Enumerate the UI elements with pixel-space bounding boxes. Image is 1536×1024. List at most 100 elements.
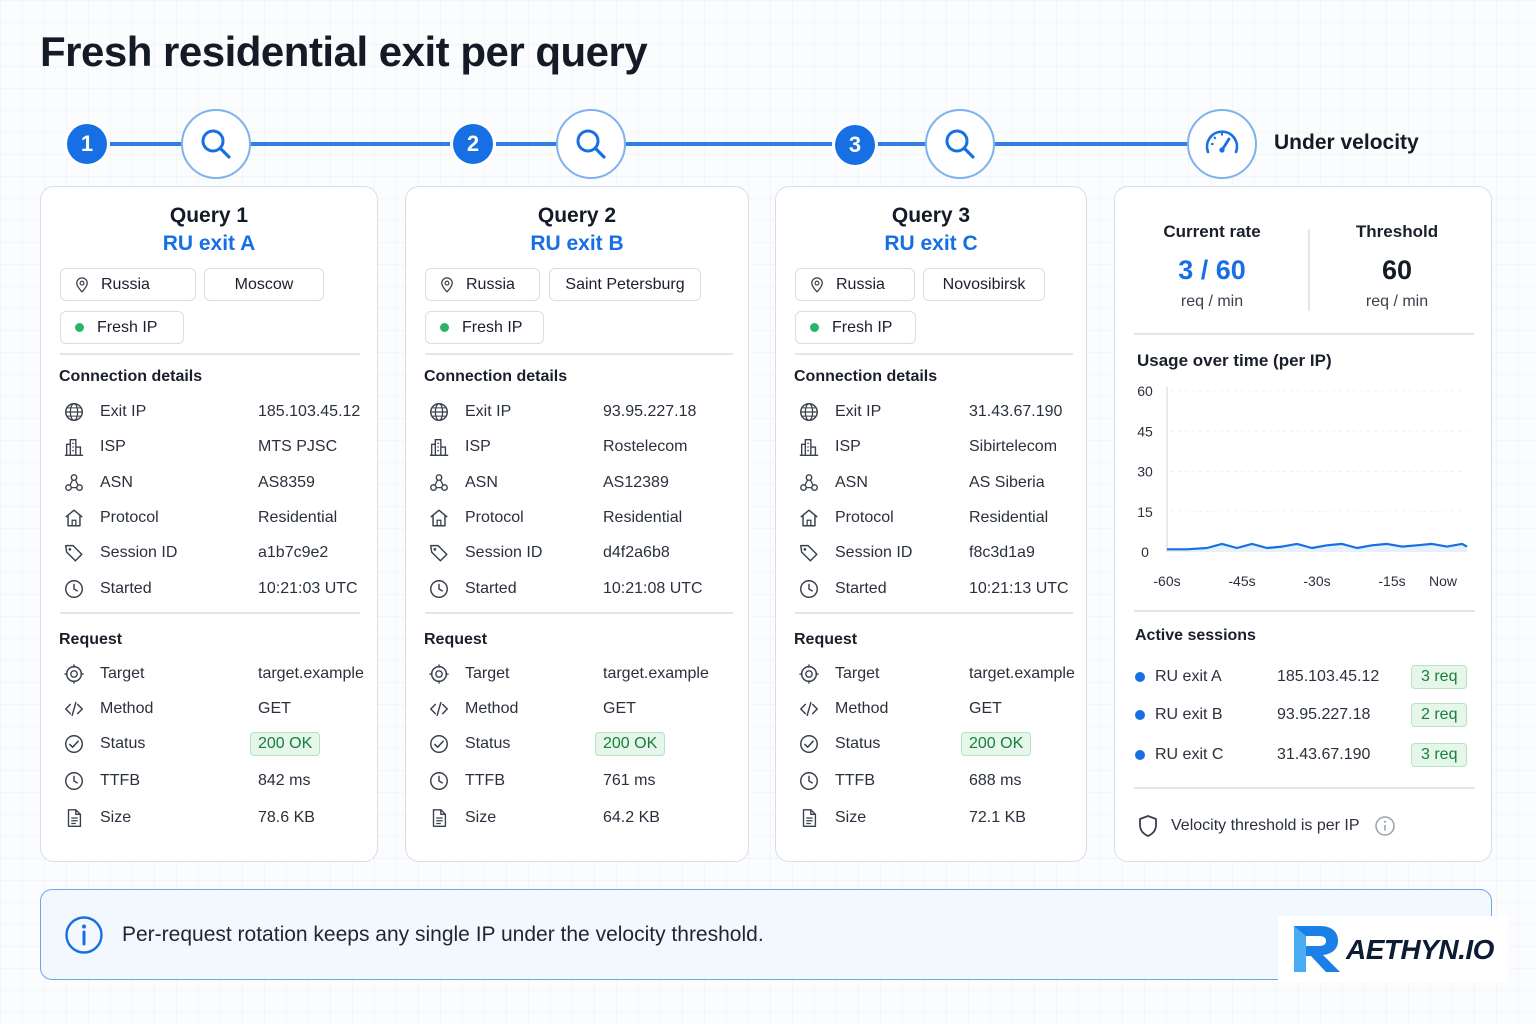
request-label: Method xyxy=(465,700,519,717)
session-row: RU exit C 31.43.67.190 3 req xyxy=(1135,741,1475,769)
fresh-ip-label: Fresh IP xyxy=(462,318,523,336)
search-icon xyxy=(945,129,975,159)
detail-label: Started xyxy=(835,580,887,597)
fresh-ip-label: Fresh IP xyxy=(97,318,158,336)
detail-row: ISP Sibirtelecom xyxy=(797,435,1117,459)
detail-label: Session ID xyxy=(100,544,178,561)
city-label: Moscow xyxy=(234,275,294,293)
city-chip: Moscow xyxy=(204,268,324,301)
detail-row: ASN AS8359 xyxy=(62,471,382,495)
request-row: Method GET xyxy=(797,697,1117,721)
request-label: TTFB xyxy=(100,772,140,789)
session-dot xyxy=(1135,672,1145,682)
status-dot xyxy=(75,323,84,332)
search-icon xyxy=(201,129,231,159)
check-circle-icon xyxy=(65,735,83,753)
logo: AETHYN.IO xyxy=(1278,916,1508,982)
detail-value: Rostelecom xyxy=(603,438,688,455)
detail-value: Residential xyxy=(258,509,338,526)
code-icon xyxy=(65,701,83,717)
detail-row: ISP MTS PJSC xyxy=(62,435,382,459)
exit-name: RU exit C xyxy=(884,232,978,255)
connection-details-title: Connection details xyxy=(59,368,203,385)
home-icon xyxy=(430,509,448,527)
request-row: Size 72.1 KB xyxy=(797,806,1117,830)
country-label: Russia xyxy=(101,275,150,293)
detail-value: AS Siberia xyxy=(969,474,1045,491)
detail-row: Session ID d4f2a6b8 xyxy=(427,541,747,565)
request-value: GET xyxy=(603,700,636,717)
globe-icon xyxy=(430,403,448,421)
detail-label: Protocol xyxy=(835,509,894,526)
current-rate-value: 3 / 60 xyxy=(1178,255,1246,285)
card-header: Query 3 RU exit C xyxy=(776,187,1086,256)
step-gauge-circle xyxy=(1187,109,1257,179)
velocity-card: Current rate 3 / 60 req / min Threshold … xyxy=(1114,186,1492,862)
request-title: Request xyxy=(59,631,123,648)
request-label: Size xyxy=(465,809,497,826)
current-rate-label: Current rate xyxy=(1163,222,1261,241)
query-card-2: Query 2 RU exit B Russia Saint Petersburg Fr… xyxy=(405,186,749,862)
session-ip: 93.95.227.18 xyxy=(1277,706,1371,723)
query-title: Query 2 xyxy=(537,204,617,227)
divider xyxy=(60,612,360,614)
session-row: RU exit B 93.95.227.18 2 req xyxy=(1135,701,1475,729)
request-title: Request xyxy=(794,631,858,648)
building-icon xyxy=(429,438,449,456)
session-name: RU exit A xyxy=(1155,668,1222,685)
detail-label: ASN xyxy=(465,474,498,491)
tag-icon xyxy=(430,544,448,562)
city-chip: Novosibirsk xyxy=(923,268,1045,301)
logo-mark-icon xyxy=(1294,926,1340,972)
session-ip: 185.103.45.12 xyxy=(1277,668,1380,685)
timeline-end-label: Under velocity xyxy=(1274,131,1419,154)
divider xyxy=(795,353,1073,355)
status-badge: 200 OK xyxy=(961,732,1032,756)
clock-icon xyxy=(430,580,448,598)
request-row: Target target.example xyxy=(62,662,382,686)
detail-value: 31.43.67.190 xyxy=(969,403,1063,420)
session-ip: 31.43.67.190 xyxy=(1277,746,1371,763)
country-chip: Russia xyxy=(60,268,196,301)
query-title: Query 1 xyxy=(169,204,249,227)
request-label: TTFB xyxy=(835,772,875,789)
divider xyxy=(1134,333,1474,335)
detail-row: Protocol Residential xyxy=(62,506,382,530)
detail-value: 10:21:08 UTC xyxy=(603,580,703,597)
session-req-badge: 3 req xyxy=(1411,665,1468,689)
request-value: GET xyxy=(969,700,1002,717)
exit-name: RU exit B xyxy=(530,232,624,255)
request-row: Status 200 OK xyxy=(797,732,1117,756)
tag-icon xyxy=(800,544,818,562)
detail-value: Sibirtelecom xyxy=(969,438,1058,455)
tag-icon xyxy=(65,544,83,562)
request-value: target.example xyxy=(969,665,1075,682)
detail-value: AS8359 xyxy=(258,474,315,491)
footnote-text: Velocity threshold is per IP xyxy=(1171,817,1360,834)
building-icon xyxy=(64,438,84,456)
divider xyxy=(425,612,733,614)
divider xyxy=(1134,610,1475,612)
request-row: Target target.example xyxy=(427,662,747,686)
threshold-value: 60 xyxy=(1381,255,1413,285)
pin-icon xyxy=(811,276,823,293)
request-row: TTFB 688 ms xyxy=(797,769,1117,793)
detail-label: Session ID xyxy=(465,544,543,561)
detail-value: 185.103.45.12 xyxy=(258,403,361,420)
info-icon[interactable] xyxy=(1374,815,1396,837)
check-circle-icon xyxy=(430,735,448,753)
network-icon xyxy=(65,474,83,492)
card-header: Query 2 RU exit B xyxy=(406,187,748,256)
pin-icon xyxy=(441,276,453,293)
detail-row: Exit IP 31.43.67.190 xyxy=(797,400,1117,424)
info-banner: Per-request rotation keeps any single IP… xyxy=(40,889,1492,980)
clock-icon xyxy=(800,580,818,598)
page-title: Fresh residential exit per query xyxy=(40,28,648,75)
detail-value: 10:21:13 UTC xyxy=(969,580,1069,597)
code-icon xyxy=(430,701,448,717)
detail-row: ISP Rostelecom xyxy=(427,435,747,459)
detail-row: Protocol Residential xyxy=(797,506,1117,530)
detail-label: Started xyxy=(465,580,517,597)
detail-label: Protocol xyxy=(100,509,159,526)
y-tick-label: 45 xyxy=(1137,423,1153,439)
